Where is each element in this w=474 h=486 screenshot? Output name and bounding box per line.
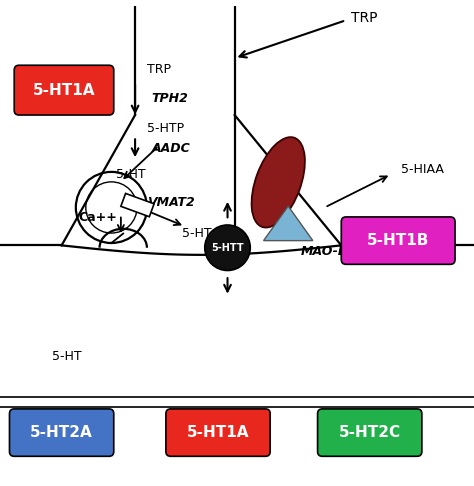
Text: 5-HT: 5-HT xyxy=(52,350,82,363)
Text: VMAT2: VMAT2 xyxy=(147,196,195,209)
Circle shape xyxy=(205,225,250,271)
Text: TPH2: TPH2 xyxy=(152,92,189,105)
Text: 5-HT: 5-HT xyxy=(182,227,212,240)
FancyBboxPatch shape xyxy=(121,193,154,217)
FancyBboxPatch shape xyxy=(9,409,114,456)
Text: 5-HT1A: 5-HT1A xyxy=(187,425,249,440)
Text: 5-HT1A: 5-HT1A xyxy=(33,83,95,98)
FancyBboxPatch shape xyxy=(166,409,270,456)
Text: MAO-B: MAO-B xyxy=(301,244,348,258)
Polygon shape xyxy=(264,206,313,241)
Text: 5-HT2A: 5-HT2A xyxy=(30,425,93,440)
Text: Ca++: Ca++ xyxy=(78,211,117,225)
Text: 5-HTP: 5-HTP xyxy=(147,122,184,135)
Text: 5-HT: 5-HT xyxy=(116,168,146,181)
Ellipse shape xyxy=(252,137,305,227)
FancyBboxPatch shape xyxy=(14,65,114,115)
FancyBboxPatch shape xyxy=(318,409,422,456)
Text: TRP: TRP xyxy=(351,11,377,25)
Text: 5-HT1B: 5-HT1B xyxy=(367,233,429,248)
Text: AADC: AADC xyxy=(152,142,191,155)
Text: 5-HTT: 5-HTT xyxy=(211,243,244,253)
Text: 5-HIAA: 5-HIAA xyxy=(401,163,443,176)
Text: TRP: TRP xyxy=(147,64,171,76)
FancyBboxPatch shape xyxy=(341,217,455,264)
Text: 5-HT2C: 5-HT2C xyxy=(338,425,401,440)
